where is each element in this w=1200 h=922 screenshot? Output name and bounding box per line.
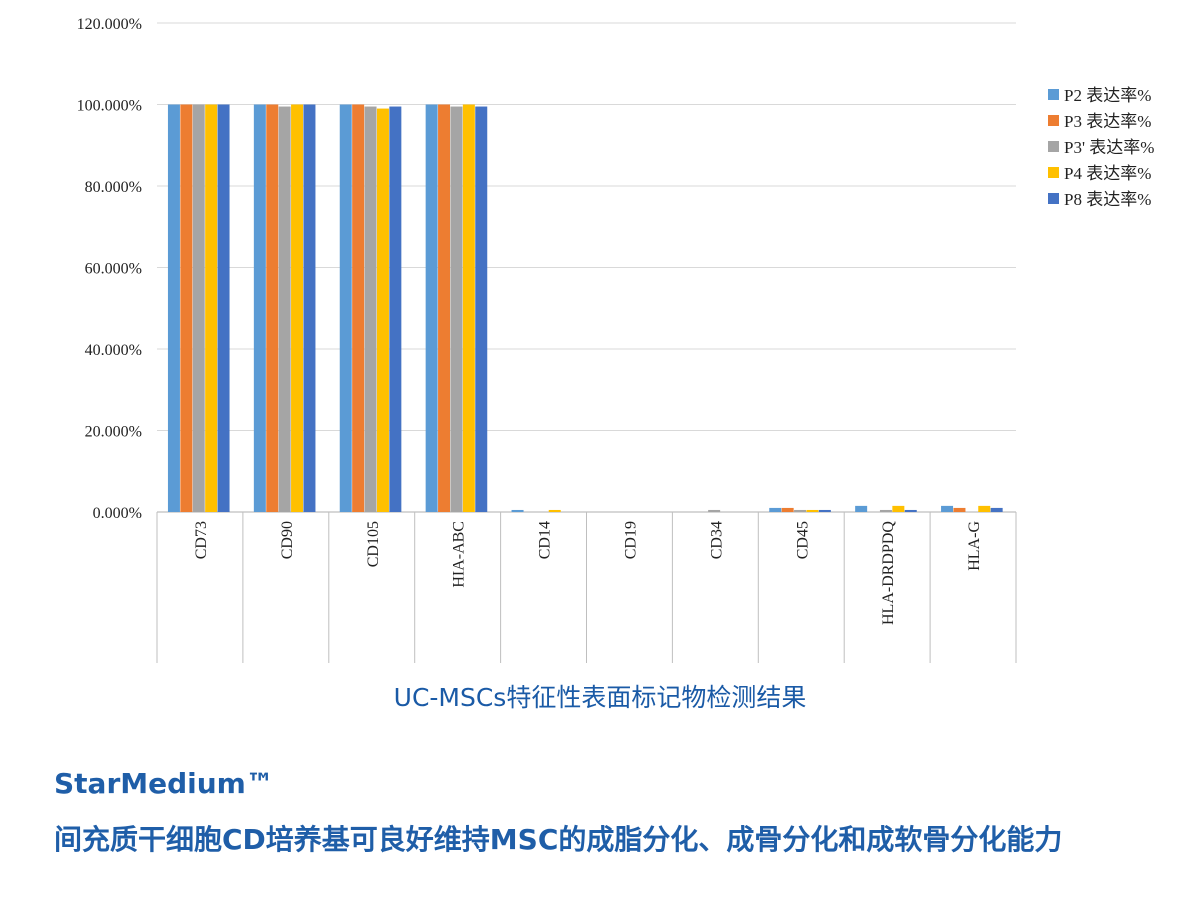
bar (978, 505, 991, 512)
bar (990, 507, 1003, 512)
bar (475, 106, 488, 512)
y-tick-label: 20.000% (85, 424, 142, 441)
section-heading-brand: StarMedium™ (54, 767, 274, 800)
legend-label: P3 表达率% (1064, 112, 1151, 131)
bar (278, 106, 291, 512)
bar (708, 509, 721, 512)
x-tick-label: CD105 (365, 521, 382, 567)
bar (818, 509, 831, 512)
x-tick-label: CD14 (537, 521, 554, 559)
bar (425, 104, 438, 512)
bar (180, 104, 193, 512)
y-tick-label: 0.000% (93, 505, 142, 522)
bar (303, 104, 316, 512)
y-tick-label: 100.000% (77, 98, 142, 115)
legend-label: P4 表达率% (1064, 164, 1151, 183)
bar (904, 509, 917, 512)
bar (364, 106, 377, 512)
bar (769, 507, 782, 512)
bar (217, 104, 230, 512)
legend-swatch (1048, 193, 1059, 204)
y-tick-label: 120.000% (77, 16, 142, 33)
bar (339, 104, 352, 512)
bar (892, 505, 905, 512)
bar (291, 104, 304, 512)
bar (205, 104, 218, 512)
x-tick-label: HLA-DRDPDQ (880, 521, 897, 625)
y-tick-label: 40.000% (85, 342, 142, 359)
x-tick-label: HLA-G (966, 521, 983, 571)
legend-swatch (1048, 89, 1059, 100)
bar (192, 104, 205, 512)
x-tick-label: CD45 (794, 521, 811, 559)
bar (450, 106, 463, 512)
bar (794, 509, 807, 512)
legend-label: P8 表达率% (1064, 190, 1151, 209)
bar (462, 104, 475, 512)
x-tick-label: HIA-ABC (451, 521, 468, 588)
x-tick-label: CD73 (193, 521, 210, 559)
bar (953, 507, 966, 512)
bar (167, 104, 180, 512)
chart-caption: UC-MSCs特征性表面标记物检测结果 (393, 683, 807, 712)
x-tick-label: CD19 (622, 521, 639, 559)
bar (806, 509, 819, 512)
legend-swatch (1048, 115, 1059, 126)
legend-label: P2 表达率% (1064, 86, 1151, 105)
x-tick-label: CD90 (279, 521, 296, 559)
bar (352, 104, 365, 512)
bar (266, 104, 279, 512)
bar (389, 106, 402, 512)
bar (855, 505, 868, 512)
y-tick-label: 60.000% (85, 261, 142, 278)
section-heading-description: 间充质干细胞CD培养基可良好维持MSC的成脂分化、成骨分化和成软骨分化能力 (54, 823, 1063, 856)
bar (941, 505, 954, 512)
x-tick-label: CD34 (708, 521, 725, 559)
legend-swatch (1048, 141, 1059, 152)
y-tick-label: 80.000% (85, 179, 142, 196)
legend-swatch (1048, 167, 1059, 178)
bar (548, 509, 561, 512)
bar (376, 108, 389, 512)
bar (438, 104, 451, 512)
bar (781, 507, 794, 512)
bar (511, 509, 524, 512)
bar-chart: 0.000% 20.000% 40.000% 60.000% 80.000% 100.00… (77, 16, 1154, 663)
legend-label: P3' 表达率% (1064, 138, 1154, 157)
bar (879, 509, 892, 512)
bar (253, 104, 266, 512)
